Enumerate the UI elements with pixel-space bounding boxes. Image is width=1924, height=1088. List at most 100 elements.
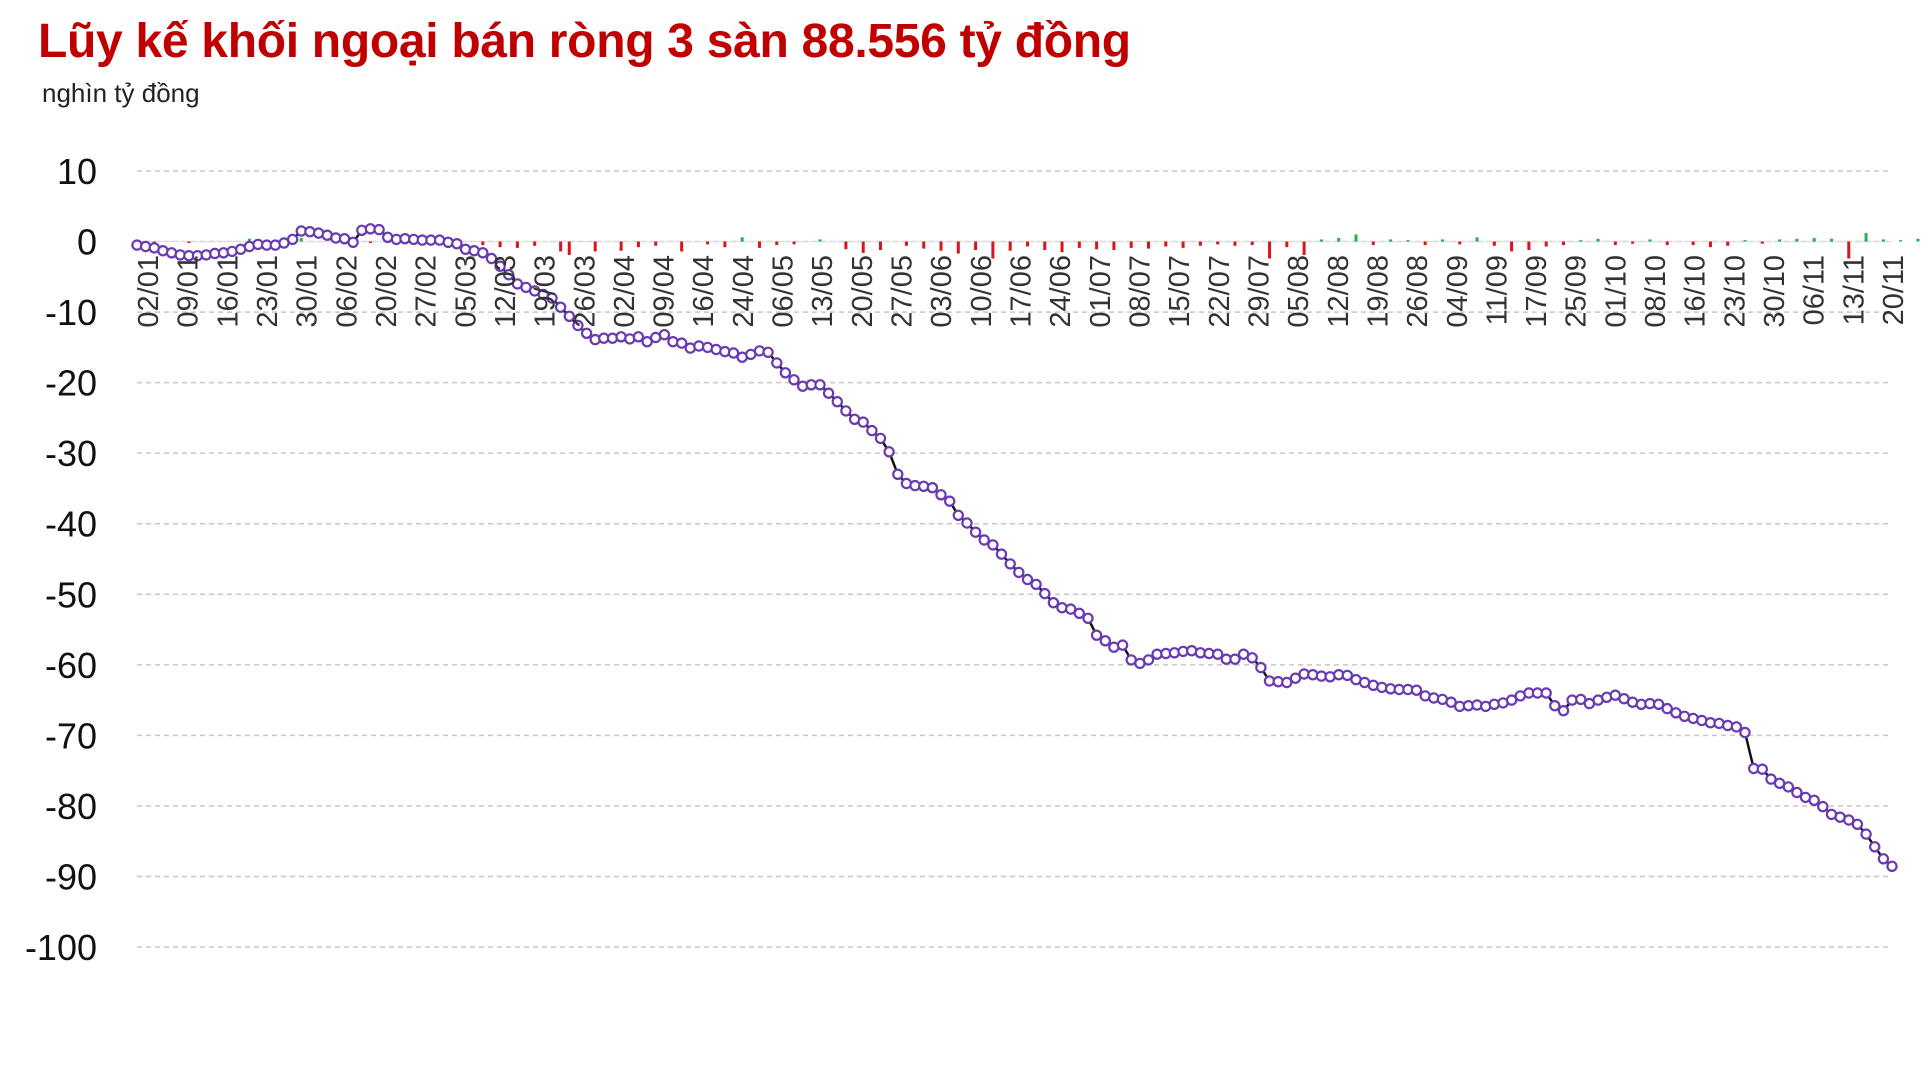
cumulative-point <box>563 310 576 322</box>
daily-flow-bar <box>1778 239 1782 242</box>
x-tick-label: 09/04 <box>649 255 681 328</box>
cumulative-point <box>779 367 792 379</box>
daily-flow-bar <box>1812 238 1816 242</box>
cumulative-point <box>1505 694 1518 706</box>
daily-flow-bar <box>740 237 744 242</box>
cumulative-point <box>961 517 973 529</box>
x-tick-label: 25/09 <box>1561 255 1593 328</box>
cumulative-point <box>874 432 887 445</box>
x-tick-label: 19/03 <box>530 255 562 328</box>
x-tick-label: 16/04 <box>688 255 720 328</box>
x-tick-label: 30/01 <box>292 255 324 328</box>
x-tick-label: 27/05 <box>887 255 919 328</box>
cumulative-point <box>788 374 800 386</box>
x-tick-label: 17/09 <box>1521 255 1553 328</box>
daily-flow-bar <box>1795 238 1799 242</box>
cumulative-point <box>814 379 826 391</box>
cumulative-point <box>494 260 506 272</box>
cumulative-point <box>727 347 740 359</box>
cumulative-point <box>546 292 558 304</box>
y-tick-label: -30 <box>45 433 97 474</box>
cumulative-point <box>1765 773 1777 785</box>
daily-flow-bar <box>1475 237 1479 242</box>
cumulative-point <box>1877 853 1890 865</box>
daily-flow-bar <box>792 241 796 245</box>
cumulative-point <box>1116 639 1129 651</box>
daily-flow-bar <box>1899 240 1903 242</box>
daily-flow-bar <box>757 241 761 248</box>
daily-flow-bar <box>1129 241 1133 248</box>
daily-flow-bar <box>498 241 502 248</box>
cumulative-point <box>969 526 982 538</box>
cumulative-point <box>632 331 645 343</box>
x-tick-label: 04/09 <box>1442 255 1474 328</box>
cumulative-point <box>1661 702 1673 715</box>
cumulative-point <box>580 327 593 339</box>
cumulative-point <box>1756 763 1769 775</box>
cumulative-point <box>1142 654 1155 666</box>
daily-flow-bar <box>878 241 882 251</box>
x-tick-label: 23/01 <box>252 255 284 328</box>
daily-flow-bar <box>1095 241 1099 250</box>
cumulative-point <box>1047 597 1060 609</box>
cumulative-point <box>485 252 498 265</box>
daily-flow-bar <box>1708 241 1712 248</box>
cumulative-point <box>1808 794 1820 807</box>
daily-flow-bar <box>1544 241 1548 247</box>
daily-flow-bar <box>904 241 908 246</box>
cumulative-point <box>857 416 869 428</box>
x-tick-label: 16/10 <box>1680 255 1712 328</box>
daily-flow-bar <box>1147 241 1151 249</box>
cumulative-point <box>1099 635 1112 647</box>
x-tick-label: 26/08 <box>1402 255 1434 328</box>
cumulative-point <box>1211 648 1224 660</box>
daily-flow-bar <box>1371 241 1375 246</box>
cumulative-point <box>1549 700 1561 712</box>
daily-flow-bar <box>619 241 623 251</box>
daily-flow-bar <box>1561 241 1565 246</box>
daily-flow-bar <box>368 241 372 243</box>
daily-flow-bar <box>1077 241 1081 248</box>
daily-flow-bar <box>844 241 848 250</box>
cumulative-point <box>1064 603 1077 615</box>
x-tick-label: 23/10 <box>1719 255 1751 328</box>
cumulative-line <box>131 223 1898 873</box>
cumulative-point <box>1445 696 1457 708</box>
cumulative-point <box>1575 693 1587 706</box>
cumulative-point <box>1652 698 1665 711</box>
x-tick-label: 29/07 <box>1244 255 1276 328</box>
daily-flow-bar <box>939 241 943 251</box>
daily-flow-bar <box>515 241 519 248</box>
cumulative-point <box>762 346 774 358</box>
cumulative-point <box>1039 587 1051 600</box>
daily-flow-bar <box>1691 241 1695 246</box>
daily-flow-bar <box>1060 241 1064 253</box>
x-tick-label: 06/02 <box>331 255 363 328</box>
daily-flow-bar <box>1406 240 1410 242</box>
daily-flow-bar <box>1760 241 1764 244</box>
y-tick-label: 10 <box>57 151 97 192</box>
cumulative-point <box>1004 558 1016 570</box>
cumulative-point <box>1281 676 1293 689</box>
x-tick-label: 27/02 <box>411 255 443 328</box>
daily-flow-bar <box>1043 241 1047 251</box>
daily-flow-bar <box>1458 241 1462 245</box>
cumulative-point <box>822 387 835 399</box>
cumulative-point <box>1289 672 1302 684</box>
x-tick-label: 26/03 <box>569 255 601 328</box>
chart-title: Lũy kế khối ngoại bán ròng 3 sàn 88.556 … <box>38 15 1131 68</box>
x-axis: 02/01 09/01 16/01 23/01 30/01 06/02 20/02 27/02… <box>133 255 1910 328</box>
daily-flow-bar <box>1025 241 1029 247</box>
daily-flow-bar <box>1389 239 1393 242</box>
cumulative-point <box>840 405 852 417</box>
x-tick-label: 22/07 <box>1204 255 1236 328</box>
y-tick-label: -50 <box>45 574 97 615</box>
cumulative-point <box>926 482 939 494</box>
y-tick-label: -70 <box>45 715 97 756</box>
cumulative-point <box>1410 684 1423 696</box>
cumulative-point <box>771 357 783 369</box>
daily-flow-bar <box>1665 241 1669 246</box>
cumulative-point <box>1030 578 1042 591</box>
x-tick-label: 09/01 <box>173 255 205 328</box>
x-tick-label: 12/08 <box>1323 255 1355 328</box>
